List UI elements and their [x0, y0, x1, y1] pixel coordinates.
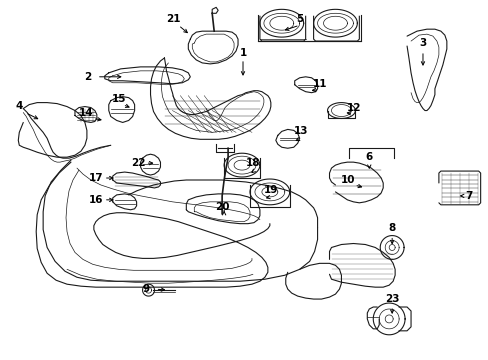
Text: 13: 13: [293, 126, 307, 136]
Text: 22: 22: [131, 158, 145, 168]
Text: 11: 11: [312, 79, 326, 89]
Text: 14: 14: [79, 108, 93, 117]
Text: 16: 16: [88, 195, 103, 205]
Text: 20: 20: [214, 202, 229, 212]
Text: 21: 21: [166, 14, 180, 24]
Text: 18: 18: [245, 158, 260, 168]
Text: 7: 7: [464, 191, 471, 201]
Text: 19: 19: [263, 185, 278, 195]
Text: 9: 9: [142, 284, 149, 294]
Text: 12: 12: [346, 103, 361, 113]
Text: 6: 6: [365, 152, 372, 162]
Text: 8: 8: [388, 222, 395, 233]
Text: 1: 1: [239, 48, 246, 58]
Text: 4: 4: [16, 100, 23, 111]
Text: 5: 5: [295, 14, 303, 24]
Text: 3: 3: [419, 38, 426, 48]
Text: 17: 17: [88, 173, 103, 183]
Text: 2: 2: [84, 72, 91, 82]
Text: 15: 15: [111, 94, 126, 104]
Text: 10: 10: [341, 175, 355, 185]
Text: 23: 23: [384, 294, 399, 304]
